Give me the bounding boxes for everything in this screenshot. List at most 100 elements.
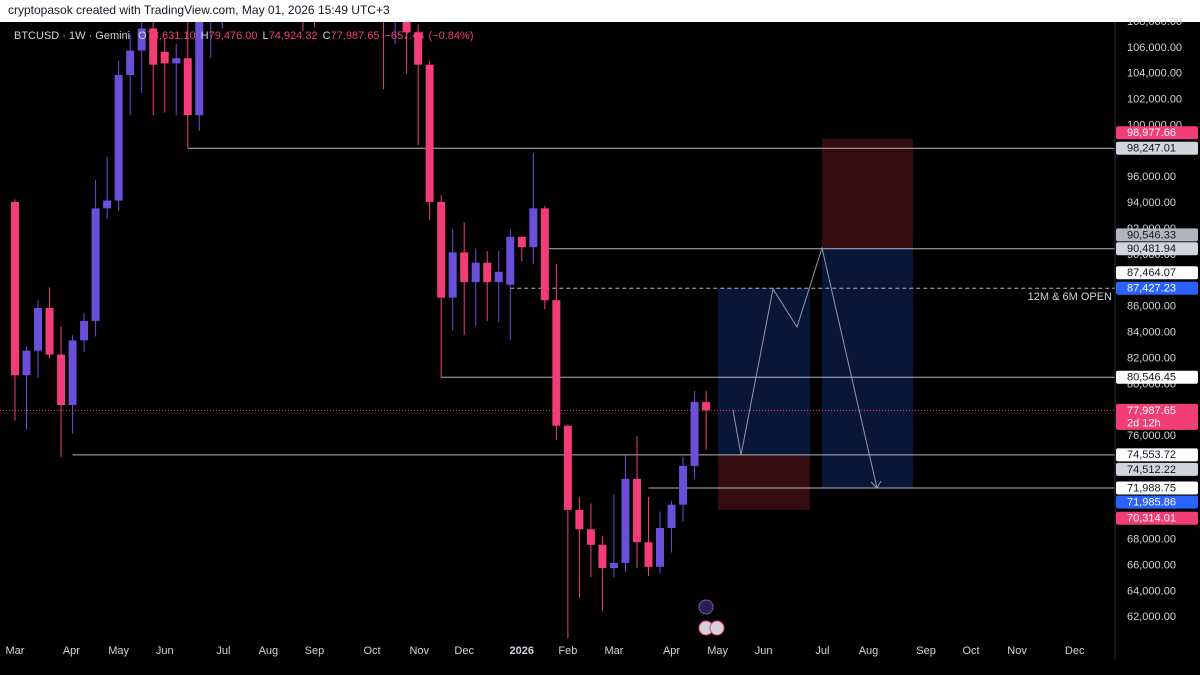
candle-body [57, 354, 66, 406]
ohlc-key: L [263, 30, 269, 42]
candle-body [575, 509, 584, 530]
candle-body [609, 562, 618, 569]
ohlc-key: H [201, 30, 209, 42]
price-tag-label: 71,988.75 [1127, 482, 1176, 494]
change: −657.44 [384, 30, 424, 42]
price-tag-label: 74,553.72 [1127, 449, 1176, 461]
y-tick-label: 108,000.00 [1127, 16, 1182, 28]
candle-body [425, 64, 434, 202]
x-tick-label: Feb [558, 645, 577, 657]
y-tick-label: 66,000.00 [1127, 559, 1176, 571]
level-note: 12M & 6M OPEN [1028, 291, 1112, 303]
price-tag [1116, 141, 1198, 155]
price-tag-label: 90,481.94 [1127, 243, 1176, 255]
price-tag [1116, 228, 1198, 242]
candle-body [483, 262, 492, 283]
candle-body [45, 308, 54, 355]
price-tag-countdown: 2d 12h [1127, 417, 1161, 429]
y-tick-label: 68,000.00 [1127, 534, 1176, 546]
x-tick-label: 2026 [510, 645, 534, 657]
y-tick-label: 94,000.00 [1127, 197, 1176, 209]
x-tick-label: Dec [1065, 645, 1085, 657]
candle-body [460, 252, 469, 283]
candle-body [114, 75, 123, 201]
candle-body [540, 208, 549, 301]
x-tick-label: May [108, 645, 129, 657]
candle-body [621, 478, 630, 563]
price-tag [1116, 448, 1198, 462]
x-tick-label: Jun [156, 645, 174, 657]
x-tick-label: Jul [216, 645, 230, 657]
x-tick-label: Sep [916, 645, 936, 657]
candle-body [471, 262, 480, 283]
price-tag-label: 77,987.65 [1127, 405, 1176, 417]
candle-body [137, 28, 146, 51]
target-zone [718, 287, 810, 456]
stop-zone [718, 455, 810, 510]
x-tick-label: Oct [363, 645, 380, 657]
x-tick-label: May [707, 645, 728, 657]
candle-body [517, 236, 526, 248]
y-tick-label: 86,000.00 [1127, 301, 1176, 313]
candle-body [494, 271, 503, 283]
x-tick-label: Jul [815, 645, 829, 657]
y-tick-label: 82,000.00 [1127, 352, 1176, 364]
candle-body [34, 308, 43, 351]
ohlc-key: C [323, 30, 331, 42]
candle-body [149, 28, 158, 65]
ohlc-value: 77,987.65 [331, 30, 380, 42]
change-pct: (−0.84%) [429, 30, 474, 42]
candle-body [183, 58, 192, 116]
x-tick-label: Nov [1007, 645, 1027, 657]
ohlc-value: 74,924.32 [269, 30, 318, 42]
price-tag-label: 71,985.86 [1127, 496, 1176, 508]
price-tag [1116, 281, 1198, 295]
candle-body [679, 465, 688, 505]
candle-body [22, 350, 31, 376]
candle-body [195, 22, 204, 116]
candle-body [586, 529, 595, 545]
price-tag-label: 80,546.45 [1127, 372, 1176, 384]
plot-area [0, 22, 1115, 638]
event-icon[interactable] [698, 599, 714, 615]
price-tag [1116, 462, 1198, 476]
x-tick-label: Aug [859, 645, 879, 657]
y-tick-label: 64,000.00 [1127, 585, 1176, 597]
ohlc-value: 78,631.10 [147, 30, 196, 42]
projection-path [732, 246, 878, 489]
y-tick-label: 84,000.00 [1127, 326, 1176, 338]
header-bar [0, 0, 1200, 22]
ohlc-key: O [138, 30, 147, 42]
candle-body [103, 200, 112, 209]
y-tick-label: 106,000.00 [1127, 42, 1182, 54]
price-tag-label: 70,314.01 [1127, 513, 1176, 525]
candle-body [414, 32, 423, 65]
x-tick-label: Oct [962, 645, 979, 657]
candle-body [632, 478, 641, 543]
x-tick-label: Apr [63, 645, 80, 657]
event-icon[interactable] [709, 620, 725, 636]
candle-body [402, 22, 411, 33]
candle-body [91, 208, 100, 321]
candle-body [552, 300, 561, 426]
price-tag-label: 98,247.01 [1127, 143, 1176, 155]
y-tick-label: 62,000.00 [1127, 611, 1176, 623]
price-tag [1116, 126, 1198, 140]
price-tag [1116, 511, 1198, 525]
price-tag-label: 87,464.07 [1127, 267, 1176, 279]
x-tick-label: Sep [305, 645, 325, 657]
x-tick-label: Mar [604, 645, 623, 657]
x-tick-label: Nov [409, 645, 429, 657]
y-tick-label: 104,000.00 [1127, 68, 1182, 80]
x-tick-label: Jun [755, 645, 773, 657]
header-text: cryptopasok created with TradingView.com… [8, 3, 390, 17]
legend: BTCUSD · 1W · Gemini O78,631.10 H79,476.00… [14, 30, 474, 42]
candle-body [506, 236, 515, 285]
symbol: BTCUSD · 1W · Gemini [14, 30, 130, 42]
x-tick-label: Apr [663, 645, 680, 657]
candle-body [172, 58, 181, 64]
candle-body [160, 51, 169, 64]
candle-body [448, 252, 457, 298]
x-tick-label: Dec [454, 645, 474, 657]
